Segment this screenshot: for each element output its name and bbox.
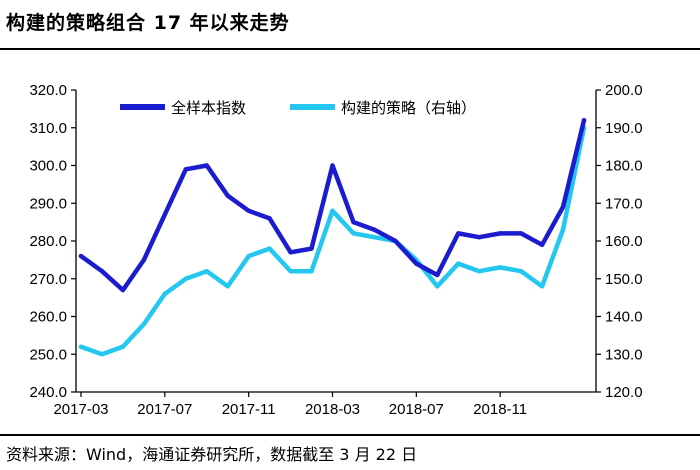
y-right-tick-label: 160.0 — [605, 233, 643, 250]
index-point — [581, 118, 587, 123]
title-divider — [0, 48, 700, 50]
series-group — [78, 117, 587, 357]
index-point — [99, 269, 105, 274]
index-point — [497, 231, 503, 236]
index-series-line — [78, 117, 587, 293]
strategy-point — [456, 261, 461, 266]
index-point — [560, 204, 566, 210]
strategy-point — [560, 227, 566, 232]
strategy-point — [78, 344, 84, 349]
y-left-tick-label: 290.0 — [29, 195, 67, 212]
index-point — [141, 257, 147, 263]
y-right-tick-label: 170.0 — [605, 195, 643, 212]
index-point — [204, 163, 209, 168]
index-point — [372, 227, 377, 232]
strategy-point — [162, 291, 168, 297]
y-left-tick-label: 250.0 — [29, 346, 67, 363]
y-left-tick-label: 320.0 — [29, 82, 67, 99]
index-point — [267, 216, 272, 221]
y-left-tick-label: 270.0 — [29, 271, 67, 288]
strategy-point — [204, 269, 209, 274]
legend: 全样本指数 构建的策略（右轴） — [120, 99, 476, 117]
x-tick-label: 2018-03 — [305, 401, 360, 418]
chart-title: 构建的策略组合 17 年以来走势 — [6, 12, 290, 34]
x-tick-label: 2017-11 — [222, 401, 276, 418]
y-left-tick-label: 310.0 — [29, 120, 67, 137]
footer-divider — [0, 434, 700, 436]
strategy-point — [372, 235, 377, 240]
y-right-tick-label: 130.0 — [605, 346, 643, 363]
strategy-point — [477, 269, 482, 274]
index-point — [162, 212, 168, 217]
y-right-tick-label: 150.0 — [605, 271, 643, 288]
strategy-point — [120, 344, 126, 349]
strategy-point — [351, 231, 356, 236]
strategy-point — [330, 208, 335, 213]
index-point — [539, 242, 545, 247]
x-tick-label: 2017-07 — [137, 401, 192, 418]
index-point — [477, 235, 482, 240]
strategy-point — [183, 276, 188, 281]
index-point — [183, 167, 188, 172]
legend-label-right: 构建的策略（右轴） — [341, 100, 476, 117]
index-point — [309, 246, 314, 251]
y-right-tick-label: 120.0 — [605, 384, 643, 401]
index-point — [351, 219, 356, 225]
x-tick-label: 2018-11 — [473, 401, 527, 418]
strategy-point — [99, 352, 105, 357]
index-point — [456, 231, 461, 236]
strategy-point — [497, 265, 503, 270]
y-left-tick-label: 280.0 — [29, 233, 67, 250]
y-right-tick-label: 180.0 — [605, 158, 643, 175]
index-point — [246, 208, 251, 213]
strategy-point — [288, 269, 293, 274]
index-point — [435, 272, 440, 278]
index-point — [288, 250, 293, 255]
y-right-tick-label: 200.0 — [605, 82, 643, 99]
index-point — [225, 193, 230, 198]
y-left-tick-label: 300.0 — [29, 158, 67, 175]
strategy-point — [267, 246, 272, 251]
index-point — [120, 287, 126, 293]
strategy-series-line — [78, 125, 587, 357]
strategy-point — [435, 284, 440, 289]
strategy-point — [309, 269, 314, 274]
y-left-tick-label: 260.0 — [29, 309, 67, 326]
x-tick-label: 2017-03 — [53, 401, 108, 418]
y-right-tick-label: 140.0 — [605, 309, 643, 326]
index-point — [393, 238, 398, 244]
strategy-point — [141, 321, 147, 327]
strategy-point — [246, 253, 251, 259]
index-point — [518, 231, 524, 236]
index-point — [78, 253, 84, 259]
strategy-point — [539, 284, 545, 289]
strategy-point — [225, 284, 230, 289]
source-note: 资料来源：Wind，海通证券研究所，数据截至 3 月 22 日 — [6, 445, 418, 464]
index-point — [330, 163, 335, 168]
y-left-tick-label: 240.0 — [29, 384, 67, 401]
x-tick-label: 2018-07 — [389, 401, 444, 418]
strategy-point — [518, 269, 524, 274]
y-right-tick-label: 190.0 — [605, 120, 643, 137]
index-point — [414, 261, 419, 266]
axes-group: 240.0 250.0 260.0 270.0 280.0 290.0 300.0 310.0… — [29, 82, 642, 418]
legend-label-left: 全样本指数 — [171, 99, 246, 117]
